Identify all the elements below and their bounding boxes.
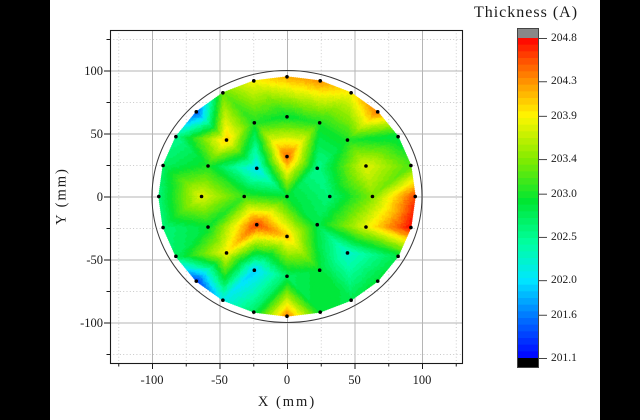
colorbar-tick-label: 202.0 [551,274,577,287]
x-tick-label: 0 [283,373,291,387]
colorbar-tick-label: 201.6 [551,308,577,321]
colorbar-tick-label: 202.5 [551,230,577,243]
colorbar-tick-label: 204.8 [551,32,577,44]
colorbar-tick-label: 204.3 [551,75,577,88]
y-tick-label: -50 [86,252,103,267]
x-tick-label: 50 [348,373,361,387]
colorbar-tick-label: 201.1 [551,352,577,364]
y-tick-label: -100 [80,315,103,330]
y-tick-label: 50 [90,126,104,141]
colorbar-tick-label: 203.0 [551,187,577,200]
colorbar-title: Thickness (A) [473,4,579,21]
y-tick-label: 100 [84,63,103,78]
colorbar-tick-label: 203.9 [551,109,577,122]
colorbar-tick-label: 203.4 [551,153,577,166]
y-tick-label: 0 [96,189,103,204]
x-tick-label: 100 [412,373,432,387]
x-tick-label: -50 [211,373,228,387]
x-axis-title: X (mm) [257,394,317,410]
x-tick-label: -100 [140,373,164,387]
